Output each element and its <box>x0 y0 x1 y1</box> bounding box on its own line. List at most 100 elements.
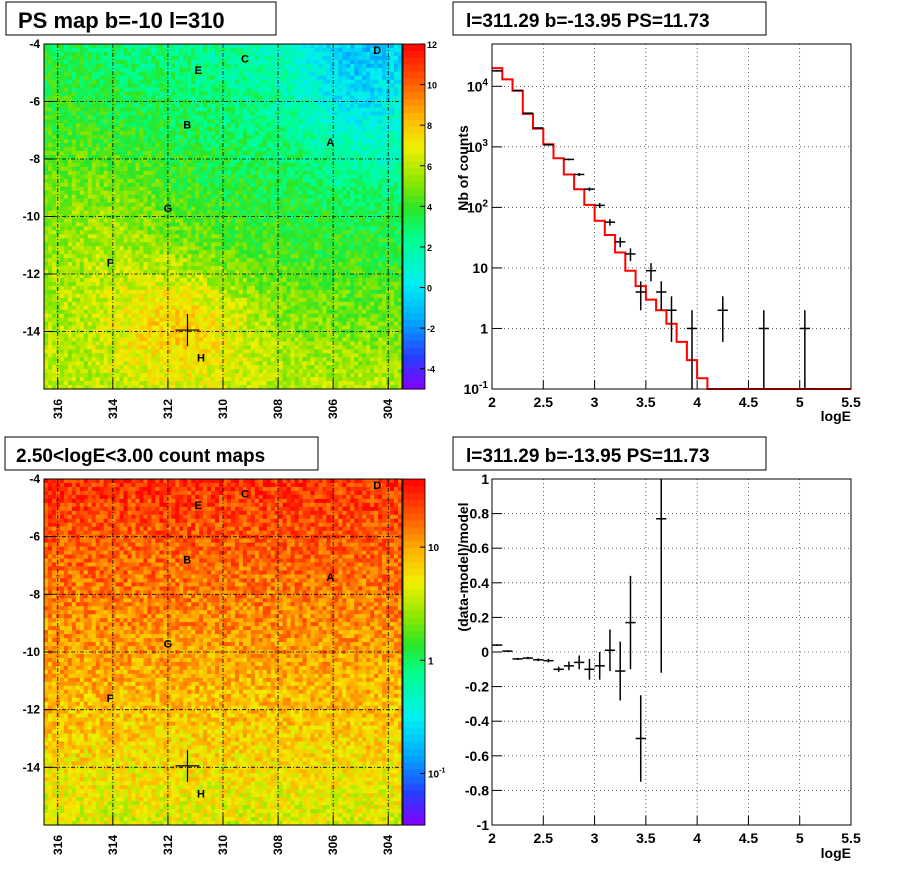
heatmap-cell <box>398 174 403 180</box>
heatmap-cell <box>330 119 335 124</box>
heatmap-cell <box>103 103 109 109</box>
heatmap-cell <box>127 246 133 251</box>
heatmap-cell <box>310 123 316 128</box>
heatmap-cell <box>314 91 320 97</box>
heatmap-cell <box>95 238 101 243</box>
heatmap-cell <box>163 254 168 259</box>
heatmap-cell <box>183 206 188 212</box>
heatmap-cell <box>179 47 184 53</box>
heatmap-cell <box>318 79 324 85</box>
heatmap-cell <box>187 210 192 216</box>
heatmap-cell <box>187 71 192 77</box>
heatmap-cell <box>270 51 276 57</box>
heatmap-cell <box>44 182 49 188</box>
heatmap-cell <box>398 254 403 259</box>
heatmap-cell <box>374 202 379 208</box>
heatmap-cell <box>234 127 240 132</box>
heatmap-cell <box>59 218 65 224</box>
heatmap-cell <box>195 186 200 192</box>
heatmap-cell <box>163 87 168 93</box>
heatmap-cell <box>294 218 300 224</box>
heatmap-cell <box>366 194 371 200</box>
heatmap-cell <box>151 119 156 124</box>
heatmap-cell <box>187 222 192 228</box>
heatmap-cell <box>298 194 304 200</box>
heatmap-cell <box>290 162 296 168</box>
heatmap-cell <box>362 226 367 231</box>
heatmap-cell <box>167 222 172 228</box>
heatmap-cell <box>318 143 324 148</box>
heatmap-cell <box>99 254 105 259</box>
heatmap-cell <box>131 159 137 164</box>
heatmap-cell <box>199 206 204 212</box>
heatmap-cell <box>219 95 224 101</box>
heatmap-cell <box>266 234 272 239</box>
heatmap-cell <box>350 147 355 152</box>
heatmap-cell <box>131 59 137 65</box>
heatmap-cell <box>175 95 180 101</box>
heatmap-cell <box>127 182 133 188</box>
heatmap-cell <box>398 214 403 220</box>
heatmap-cell <box>330 127 335 132</box>
heatmap-cell <box>334 123 339 128</box>
heatmap-cell <box>223 262 228 267</box>
heatmap-cell <box>374 67 379 73</box>
heatmap-cell <box>155 131 160 136</box>
heatmap-cell <box>278 143 284 148</box>
heatmap-cell <box>318 182 324 188</box>
heatmap-cell <box>163 44 168 49</box>
heatmap-cell <box>175 103 180 109</box>
heatmap-cell <box>47 170 53 176</box>
heatmap-cell <box>350 166 355 172</box>
heatmap-cell <box>87 119 93 124</box>
heatmap-cell <box>370 95 375 101</box>
heatmap-cell <box>143 147 149 152</box>
heatmap-cell <box>382 258 387 263</box>
heatmap-cell <box>51 91 57 97</box>
heatmap-cell <box>314 202 320 208</box>
heatmap-cell <box>175 147 180 152</box>
heatmap-cell <box>362 250 367 255</box>
heatmap-cell <box>159 174 164 180</box>
heatmap-cell <box>175 71 180 77</box>
heatmap-cell <box>79 103 85 109</box>
heatmap-cell <box>175 55 180 61</box>
heatmap-cell <box>270 151 276 156</box>
heatmap-cell <box>203 238 208 243</box>
heatmap-cell <box>230 258 236 263</box>
heatmap-cell <box>179 111 184 116</box>
heatmap-cell <box>294 79 300 85</box>
heatmap-cell <box>286 194 292 200</box>
heatmap-cell <box>211 170 216 176</box>
heatmap-cell <box>250 87 256 93</box>
heatmap-cell <box>242 55 248 61</box>
heatmap-cell <box>358 242 363 247</box>
heatmap-cell <box>131 67 137 73</box>
heatmap-cell <box>278 79 284 85</box>
heatmap-cell <box>250 83 256 89</box>
heatmap-cell <box>195 234 200 239</box>
heatmap-cell <box>378 95 383 101</box>
heatmap-cell <box>226 186 232 192</box>
heatmap-cell <box>234 79 240 85</box>
heatmap-cell <box>215 226 220 231</box>
heatmap-cell <box>342 135 347 140</box>
heatmap-cell <box>63 75 69 81</box>
heatmap-cell <box>75 127 81 132</box>
heatmap-cell <box>298 230 304 235</box>
heatmap-cell <box>266 119 272 124</box>
heatmap-cell <box>394 222 399 228</box>
heatmap-cell <box>298 198 304 204</box>
heatmap-cell <box>219 87 224 93</box>
heatmap-cell <box>274 99 280 105</box>
heatmap-cell <box>59 75 65 81</box>
heatmap-cell <box>230 103 236 109</box>
heatmap-cell <box>159 254 164 259</box>
heatmap-cell <box>171 111 176 116</box>
heatmap-cell <box>103 250 109 255</box>
heatmap-cell <box>163 230 168 235</box>
heatmap-cell <box>382 198 387 204</box>
heatmap-cell <box>378 111 383 116</box>
heatmap-cell <box>366 218 371 224</box>
heatmap-cell <box>370 115 375 120</box>
